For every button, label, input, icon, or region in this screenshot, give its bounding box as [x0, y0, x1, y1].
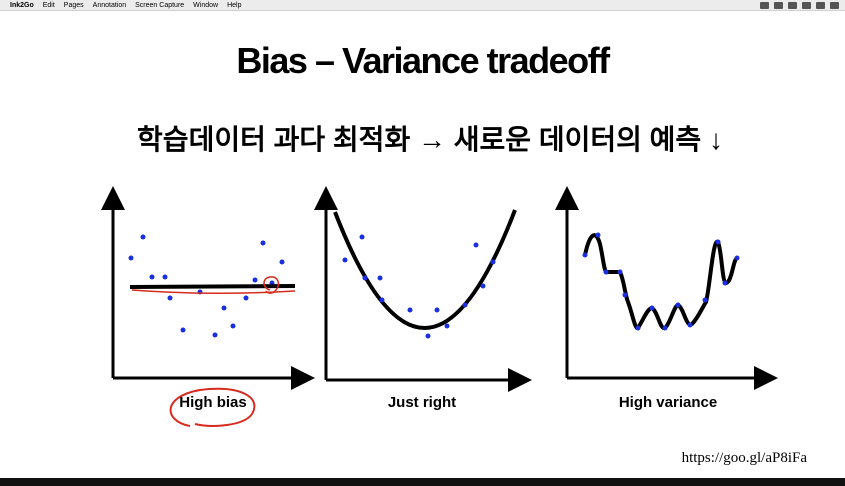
- status-icon[interactable]: [774, 2, 783, 9]
- menu-app[interactable]: Ink2Go: [10, 2, 34, 9]
- fit-line: [129, 284, 296, 289]
- source-link: https://goo.gl/aP8iFa: [681, 450, 807, 466]
- menu-item[interactable]: Window: [193, 2, 219, 9]
- caption-circle: [169, 387, 256, 427]
- menu-item[interactable]: Edit: [42, 2, 55, 9]
- slide-subtitle: 학습데이터 과다 최적화 → 새로운 데이터의 예측 ↓: [137, 124, 723, 155]
- annotation-line: [131, 289, 296, 295]
- panel-caption: High variance: [618, 394, 718, 411]
- status-icon[interactable]: [830, 2, 839, 9]
- panel-high-bias: [101, 186, 303, 427]
- menu-item[interactable]: Screen Capture: [135, 2, 185, 9]
- fit-curve: [583, 233, 739, 331]
- panel-just-right: [314, 186, 532, 392]
- status-icon[interactable]: [816, 2, 825, 9]
- annotation-circle: [263, 276, 280, 294]
- bottom-bar: [0, 478, 845, 486]
- diagrams: [101, 186, 778, 427]
- status-icons: [760, 2, 839, 9]
- points: [342, 234, 496, 339]
- menu-bar: Ink2Go Edit Pages Annotation Screen Capt…: [0, 0, 845, 11]
- slide: Bias – Variance tradeoff 학습데이터 과다 최적화 → …: [0, 12, 845, 478]
- panel-caption: High bias: [179, 394, 247, 411]
- status-icon[interactable]: [760, 2, 769, 9]
- slide-title: Bias – Variance tradeoff: [236, 40, 610, 81]
- panel-high-variance: [555, 186, 778, 390]
- menu-item[interactable]: Pages: [63, 2, 84, 9]
- points: [582, 232, 740, 331]
- status-icon[interactable]: [788, 2, 797, 9]
- menu-item[interactable]: Help: [227, 2, 242, 9]
- panel-caption: Just right: [387, 394, 457, 411]
- status-icon[interactable]: [802, 2, 811, 9]
- menu-item[interactable]: Annotation: [92, 2, 127, 9]
- axes: [111, 200, 303, 378]
- fit-curve: [333, 209, 517, 330]
